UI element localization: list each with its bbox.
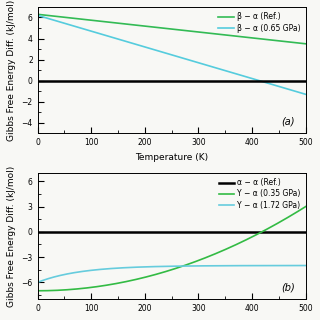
β − α (0.65 GPa): [304, 92, 308, 96]
Line: Y − α (0.35 GPa): Y − α (0.35 GPa): [38, 206, 306, 291]
β − α (0.65 GPa): [237, 73, 241, 77]
Y − α (0.35 GPa): [83, 286, 87, 290]
β − α (0.65 GPa): [83, 28, 87, 31]
β − α (0.65 GPa): [105, 34, 108, 37]
Y − α (0.35 GPa): [194, 260, 197, 263]
Legend: β − α (Ref.), β − α (0.65 GPa): β − α (Ref.), β − α (0.65 GPa): [217, 11, 302, 34]
Y-axis label: Gibbs Free Energy Diff. (kJ/mol): Gibbs Free Energy Diff. (kJ/mol): [7, 0, 16, 141]
Y − α (1.72 GPa): [157, 265, 161, 268]
β − α (Ref.): [194, 30, 197, 34]
Line: Y − α (1.72 GPa): Y − α (1.72 GPa): [38, 266, 306, 282]
β − α (Ref.): [157, 26, 161, 29]
Y − α (0.35 GPa): [215, 251, 219, 255]
Y − α (1.72 GPa): [194, 264, 197, 268]
Y − α (0.35 GPa): [304, 204, 308, 208]
Y − α (1.72 GPa): [105, 267, 108, 271]
β − α (0.65 GPa): [194, 60, 197, 64]
Y-axis label: Gibbs Free Energy Diff. (kJ/mol): Gibbs Free Energy Diff. (kJ/mol): [7, 165, 16, 307]
β − α (Ref.): [105, 20, 108, 24]
Y − α (0.35 GPa): [105, 283, 108, 287]
Y − α (0.35 GPa): [157, 272, 161, 276]
Legend: α − α (Ref.), Y − α (0.35 GPa), Y − α (1.72 GPa): α − α (Ref.), Y − α (0.35 GPa), Y − α (1…: [217, 177, 302, 211]
Y − α (0.35 GPa): [36, 289, 40, 293]
X-axis label: Temperature (K): Temperature (K): [135, 153, 208, 162]
Y − α (1.72 GPa): [83, 269, 87, 273]
Y − α (1.72 GPa): [237, 264, 241, 268]
β − α (Ref.): [215, 32, 219, 36]
Y − α (1.72 GPa): [215, 264, 219, 268]
Line: β − α (Ref.): β − α (Ref.): [38, 14, 306, 44]
Y − α (1.72 GPa): [36, 280, 40, 284]
β − α (Ref.): [304, 42, 308, 46]
Line: β − α (0.65 GPa): β − α (0.65 GPa): [38, 15, 306, 94]
β − α (Ref.): [36, 12, 40, 16]
Y − α (0.35 GPa): [237, 241, 241, 245]
β − α (0.65 GPa): [157, 49, 161, 53]
β − α (Ref.): [237, 35, 241, 38]
Y − α (1.72 GPa): [304, 264, 308, 268]
Text: (a): (a): [282, 117, 295, 127]
β − α (0.65 GPa): [215, 66, 219, 70]
β − α (0.65 GPa): [36, 13, 40, 17]
Text: (b): (b): [282, 283, 295, 293]
β − α (Ref.): [83, 18, 87, 21]
